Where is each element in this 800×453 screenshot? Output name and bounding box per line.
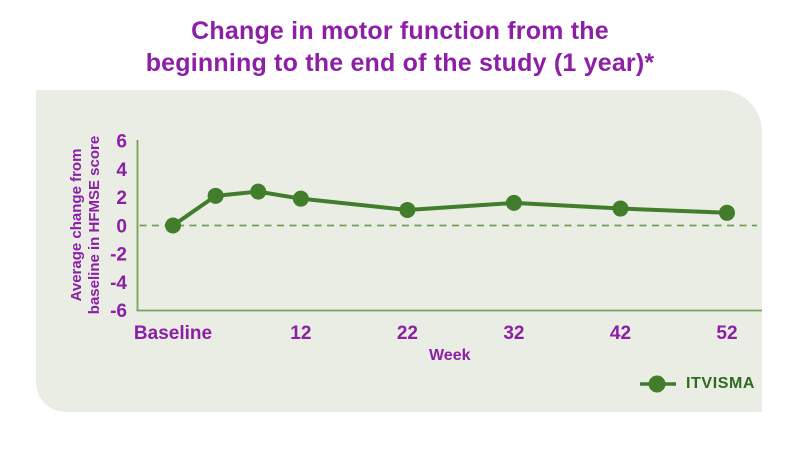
chart-title-line-1: Change in motor function from the (191, 17, 609, 45)
data-point-week-8 (250, 183, 267, 200)
data-point-week-22 (399, 201, 416, 218)
x-tick-label-32: 32 (503, 323, 524, 344)
data-point-week-12 (292, 190, 309, 207)
legend-dot-icon (648, 375, 666, 393)
y-tick-label--6: -6 (110, 301, 127, 322)
y-tick-label-2: 2 (116, 188, 127, 209)
y-axis-label-line-1: Average change from (68, 148, 85, 302)
y-axis-label: Average change from baseline in HFMSE sc… (68, 100, 104, 350)
legend-label: ITVISMA (686, 375, 756, 392)
y-tick-label--2: -2 (110, 245, 127, 266)
chart-panel (36, 90, 762, 412)
x-tick-label-52: 52 (716, 323, 737, 344)
chart-title: Change in motor function from the beginn… (0, 15, 800, 79)
y-tick-label-6: 6 (116, 132, 127, 153)
data-point-week-0 (165, 217, 181, 234)
data-point-week-4 (207, 187, 224, 204)
y-tick-label--4: -4 (110, 273, 127, 294)
y-tick-label-4: 4 (116, 160, 127, 181)
legend-series-marker (640, 375, 676, 393)
legend: ITVISMA (638, 374, 755, 394)
data-point-week-52 (719, 204, 735, 221)
y-axis-label-line-2: baseline in HFMSE score (86, 135, 103, 315)
x-axis-title: Week (429, 347, 471, 364)
y-tick-label-0: 0 (116, 216, 127, 237)
chart-title-line-2: beginning to the end of the study (1 yea… (145, 49, 655, 77)
data-point-week-42 (612, 200, 629, 217)
x-tick-label-baseline: Baseline (134, 323, 212, 344)
x-tick-label-42: 42 (610, 323, 631, 344)
data-point-week-32 (505, 194, 522, 211)
x-tick-label-12: 12 (290, 323, 311, 344)
x-tick-label-22: 22 (397, 323, 418, 344)
